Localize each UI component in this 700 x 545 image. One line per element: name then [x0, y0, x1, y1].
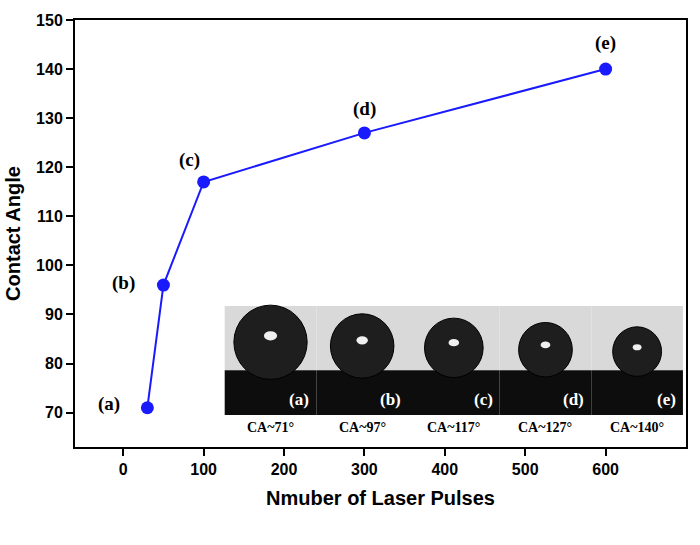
svg-text:600: 600: [592, 461, 619, 478]
svg-text:(c): (c): [474, 390, 493, 409]
svg-text:(b): (b): [380, 390, 401, 409]
svg-text:70: 70: [45, 404, 63, 421]
svg-text:100: 100: [190, 461, 217, 478]
svg-text:80: 80: [45, 355, 63, 372]
svg-text:(e): (e): [595, 32, 616, 54]
svg-text:CA~97°: CA~97°: [339, 420, 386, 435]
svg-text:0: 0: [119, 461, 128, 478]
svg-text:(a): (a): [98, 393, 120, 415]
svg-text:CA~117°: CA~117°: [427, 420, 480, 435]
svg-text:500: 500: [512, 461, 539, 478]
svg-text:CA~140°: CA~140°: [610, 420, 664, 435]
svg-text:120: 120: [36, 159, 63, 176]
svg-text:(d): (d): [563, 390, 584, 409]
svg-text:(a): (a): [289, 390, 309, 409]
svg-text:200: 200: [271, 461, 298, 478]
svg-text:100: 100: [36, 257, 63, 274]
svg-text:(c): (c): [179, 149, 200, 171]
svg-text:90: 90: [45, 306, 63, 323]
svg-text:140: 140: [36, 61, 63, 78]
svg-text:150: 150: [36, 12, 63, 29]
svg-text:300: 300: [351, 461, 378, 478]
svg-text:(b): (b): [112, 272, 135, 294]
svg-text:Contact Angle: Contact Angle: [2, 166, 24, 301]
svg-text:CA~71°: CA~71°: [247, 420, 294, 435]
svg-text:Nmuber of Laser Pulses: Nmuber of Laser Pulses: [266, 487, 495, 509]
svg-text:(d): (d): [353, 98, 376, 120]
svg-text:400: 400: [431, 461, 458, 478]
svg-text:110: 110: [37, 208, 63, 225]
svg-text:(e): (e): [657, 390, 676, 409]
svg-text:CA~127°: CA~127°: [518, 420, 572, 435]
svg-text:130: 130: [36, 110, 63, 127]
